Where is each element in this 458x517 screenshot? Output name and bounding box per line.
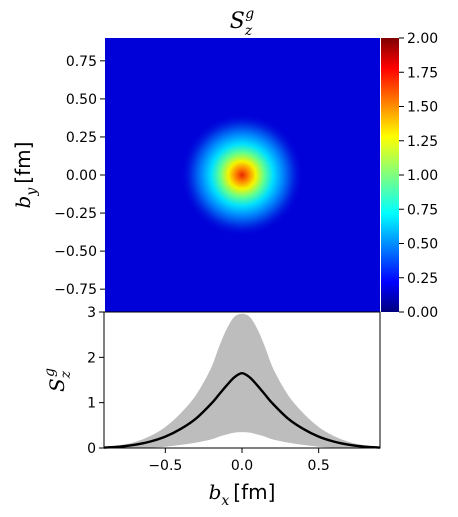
line-y-tick-label: 1: [87, 396, 96, 412]
colorbar-tick-label: 0.50: [407, 237, 438, 253]
line-plot: [103, 311, 381, 449]
heatmap-y-tick-label: −0.75: [54, 282, 97, 298]
line-y-tick-label: 0: [87, 441, 96, 457]
heatmap-y-tick-label: 0.00: [66, 168, 97, 184]
colorbar-tick-label: 1.25: [407, 134, 438, 150]
line-y-tick-label: 3: [87, 305, 96, 321]
colorbar: [381, 38, 399, 312]
colorbar-tick-label: 0.75: [407, 202, 438, 218]
heatmap-y-tick-label: 0.50: [66, 92, 97, 108]
colorbar-ticks: 2.00 1.75 1.50 1.25 1.00 0.75 0.50 0.25 0.00: [399, 31, 438, 321]
line-x-tick-label: 0.5: [308, 458, 330, 474]
heatmap-peak-spot: [180, 113, 304, 237]
colorbar-tick-label: 2.00: [407, 31, 438, 47]
heatmap-y-tick-label: −0.50: [54, 244, 97, 260]
colorbar-tick-label: 1.50: [407, 100, 438, 116]
heatmap-y-ticks: 0.75 0.50 0.25 0.00 −0.25 −0.50 −0.75: [54, 54, 105, 298]
heatmap-y-tick-label: −0.25: [54, 206, 97, 222]
colorbar-tick-label: 1.00: [407, 168, 438, 184]
line-x-tick-label: 0.0: [231, 458, 253, 474]
line-x-axis-label: bx [fm]: [209, 480, 276, 509]
heatmap-title: Szg: [230, 6, 254, 39]
line-x-ticks: −0.5 0.0 0.5: [148, 448, 330, 474]
heatmap-y-axis-label: by[fm]: [11, 142, 40, 209]
heatmap-y-tick-label: 0.75: [66, 54, 97, 70]
line-y-tick-label: 2: [87, 350, 96, 366]
central-curve: [103, 371, 381, 449]
colorbar-tick-label: 0.25: [407, 271, 438, 287]
colorbar-tick-label: 0.00: [407, 305, 438, 321]
heatmap-y-tick-label: 0.25: [66, 130, 97, 146]
heatmap: [105, 38, 380, 312]
line-y-ticks: 0 1 2 3: [87, 305, 104, 457]
line-y-axis-label: Szg: [42, 368, 74, 392]
colorbar-tick-label: 1.75: [407, 65, 438, 81]
line-x-tick-label: −0.5: [148, 458, 182, 474]
